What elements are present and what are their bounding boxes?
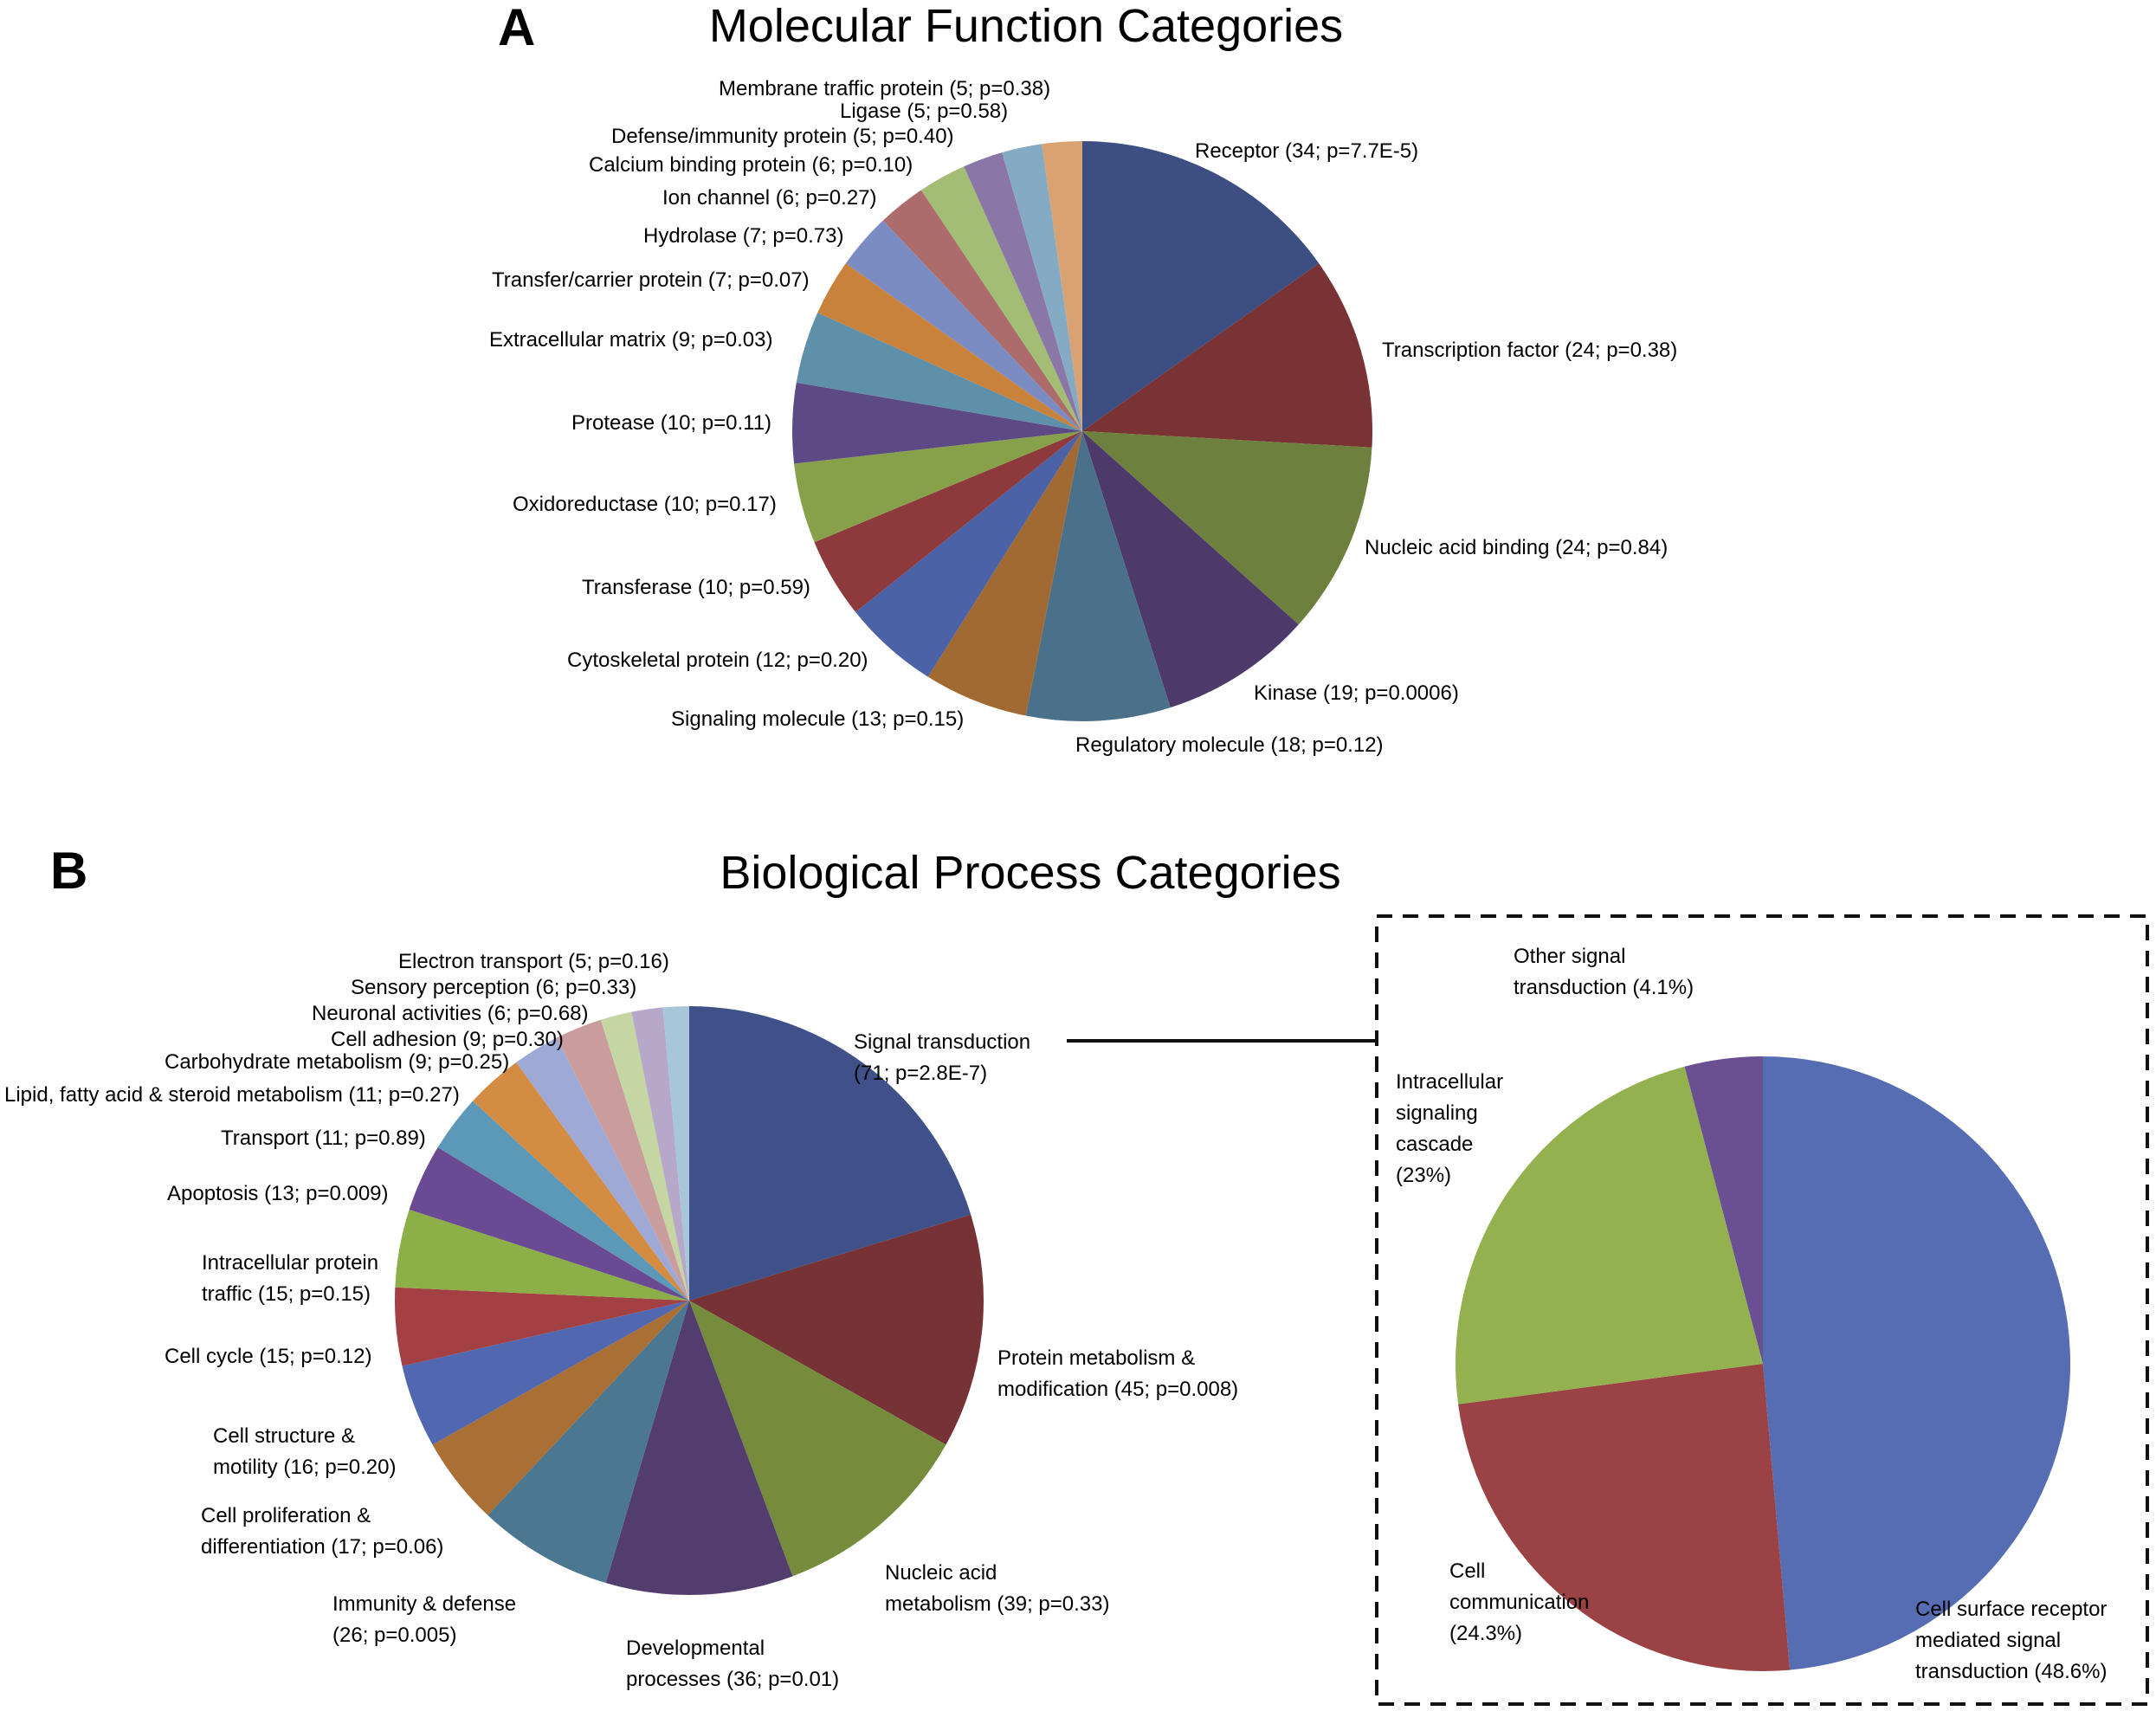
pie-slice-transcription-factor <box>1082 263 1372 448</box>
pie-slice-electron-transport <box>662 1006 689 1301</box>
slice-label-transfer-carrier-protein: Transfer/carrier protein (7; p=0.07) <box>492 268 810 292</box>
slice-label-developmental-processes: Developmental processes (36; p=0.01) <box>626 1637 839 1691</box>
slice-label-receptor: Receptor (34; p=7.7E-5) <box>1195 139 1418 163</box>
pie-slice-transferase <box>814 431 1082 612</box>
pie-slice-signaling-molecule <box>927 431 1082 716</box>
pie-slice-lipid-fatty-acid-steroid-metabolism <box>473 1062 689 1301</box>
pie-slice-cell-cycle <box>394 1287 689 1366</box>
slice-label-electron-transport: Electron transport (5; p=0.16) <box>398 950 669 973</box>
pie-slice-transfer-carrier-protein <box>817 263 1082 431</box>
pie-slice-oxidoreductase <box>794 431 1082 543</box>
slice-label-hydrolase: Hydrolase (7; p=0.73) <box>643 224 843 248</box>
pie-slice-cell-structure-motility <box>402 1301 689 1445</box>
pie-slice-calcium-binding-protein <box>920 166 1082 431</box>
pie-slice-other-signal-transduction <box>1684 1056 1763 1364</box>
slice-label-membrane-traffic-protein: Membrane traffic protein (5; p=0.38) <box>719 77 1050 100</box>
pie-slice-neuronal-activities <box>600 1011 689 1301</box>
slice-label-nucleic-acid-metabolism: Nucleic acid metabolism (39; p=0.33) <box>885 1561 1109 1616</box>
slice-label-neuronal-activities: Neuronal activities (6; p=0.68) <box>312 1002 589 1025</box>
pie-slice-defense-immunity-protein <box>964 152 1082 431</box>
pie-slice-signal-transduction <box>689 1006 971 1301</box>
pie-slice-nucleic-acid-binding <box>1082 431 1372 625</box>
slice-label-cell-cycle: Cell cycle (15; p=0.12) <box>165 1345 371 1368</box>
slice-label-sensory-perception: Sensory perception (6; p=0.33) <box>351 976 636 999</box>
slice-label-cytoskeletal-protein: Cytoskeletal protein (12; p=0.20) <box>567 649 868 672</box>
slice-label-carbohydrate-metabolism: Carbohydrate metabolism (9; p=0.25) <box>165 1050 509 1074</box>
panel-b-letter: B <box>50 842 87 900</box>
panel-a-letter: A <box>498 0 535 56</box>
pie-slice-receptor <box>1082 141 1320 431</box>
slice-label-oxidoreductase: Oxidoreductase (10; p=0.17) <box>513 493 777 516</box>
slice-label-cell-adhesion: Cell adhesion (9; p=0.30) <box>331 1028 564 1051</box>
panel-b-title: Biological Process Categories <box>720 847 1340 899</box>
pie-slice-regulatory-molecule <box>1025 431 1171 721</box>
pie-slice-intracellular-protein-traffic <box>395 1209 689 1301</box>
pie-slice-intracellular-signaling-cascade <box>1456 1066 1763 1404</box>
pie-slice-carbohydrate-metabolism <box>516 1037 689 1301</box>
slice-label-defense-immunity-protein: Defense/immunity protein (5; p=0.40) <box>611 125 954 148</box>
slice-label-signaling-molecule: Signaling molecule (13; p=0.15) <box>671 707 964 731</box>
pie-molecular-function-labels: Receptor (34; p=7.7E-5) Transcription fac… <box>489 77 1677 757</box>
slice-label-cell-surface-receptor-mediated-signal-transduction: Cell surface receptor mediated signal tran… <box>1915 1598 2107 1683</box>
slice-label-lipid-fatty-acid-steroid-metabolism: Lipid, fatty acid & steroid metabolism (… <box>4 1083 460 1107</box>
pie-slice-kinase <box>1082 431 1299 708</box>
pie-signal-transduction-breakdown <box>1456 1056 2071 1672</box>
pie-slice-cell-adhesion <box>557 1019 689 1301</box>
pie-slice-immunity-defense <box>487 1301 689 1584</box>
pie-slice-cytoskeletal-protein <box>855 431 1082 677</box>
pie-slice-protein-metabolism-modification <box>689 1214 984 1445</box>
slice-label-extracellular-matrix: Extracellular matrix (9; p=0.03) <box>489 328 772 352</box>
slice-label-regulatory-molecule: Regulatory molecule (18; p=0.12) <box>1075 733 1384 757</box>
slice-label-transferase: Transferase (10; p=0.59) <box>582 576 810 599</box>
pie-slice-protease <box>792 382 1082 464</box>
slice-label-apoptosis: Apoptosis (13; p=0.009) <box>167 1182 389 1205</box>
slice-label-kinase: Kinase (19; p=0.0006) <box>1254 681 1459 705</box>
pie-slice-developmental-processes <box>605 1301 793 1595</box>
pie-slice-cell-surface-receptor-mediated-signal-transduction <box>1763 1056 2071 1670</box>
slice-label-cell-communication: Cell communication (24.3%) <box>1449 1559 1589 1645</box>
pie-slice-membrane-traffic-protein <box>1042 141 1082 431</box>
pie-slice-ion-channel <box>882 190 1082 431</box>
slice-label-nucleic-acid-binding: Nucleic acid binding (24; p=0.84) <box>1365 536 1668 559</box>
slice-label-immunity-defense: Immunity & defense (26; p=0.005) <box>332 1592 516 1647</box>
pie-slice-cell-proliferation-differentiation <box>432 1301 689 1515</box>
slice-label-calcium-binding-protein: Calcium binding protein (6; p=0.10) <box>589 153 913 177</box>
slice-label-transport: Transport (11; p=0.89) <box>221 1127 426 1150</box>
slice-label-ligase: Ligase (5; p=0.58) <box>840 100 1008 123</box>
pie-slice-apoptosis <box>409 1147 689 1301</box>
pie-signal-transduction-breakdown-labels: Cell surface receptor mediated signal tran… <box>1396 945 2107 1683</box>
pie-biological-process <box>394 1006 984 1595</box>
pie-slice-extracellular-matrix <box>796 313 1082 431</box>
slice-label-intracellular-protein-traffic: Intracellular protein traffic (15; p=0.15… <box>202 1251 378 1306</box>
slice-label-intracellular-signaling-cascade: Intracellular signaling cascade (23%) <box>1396 1070 1503 1187</box>
pie-slice-sensory-perception <box>631 1007 689 1301</box>
pie-slice-cell-communication <box>1458 1364 1791 1672</box>
pie-slice-hydrolase <box>845 220 1082 431</box>
pie-slice-ligase <box>1002 144 1082 432</box>
slice-label-ion-channel: Ion channel (6; p=0.27) <box>662 186 877 210</box>
slice-label-other-signal-transduction: Other signal transduction (4.1%) <box>1514 945 1694 999</box>
pie-slice-transport <box>437 1101 689 1301</box>
pie-slice-nucleic-acid-metabolism <box>689 1301 946 1577</box>
pie-molecular-function <box>792 141 1372 721</box>
slice-label-transcription-factor: Transcription factor (24; p=0.38) <box>1382 339 1677 362</box>
slice-label-protein-metabolism-modification: Protein metabolism & modification (45; p=… <box>997 1346 1238 1401</box>
panel-a-title: Molecular Function Categories <box>709 0 1343 52</box>
slice-label-signal-transduction: Signal transduction (71; p=2.8E-7) <box>854 1030 1030 1085</box>
pie-biological-process-labels: Signal transduction (71; p=2.8E-7) Protein… <box>4 950 1238 1691</box>
slice-label-cell-structure-motility: Cell structure & motility (16; p=0.20) <box>213 1424 396 1479</box>
slice-label-cell-proliferation-differentiation: Cell proliferation & differentiation (17;… <box>201 1504 443 1559</box>
slice-label-protease: Protease (10; p=0.11) <box>571 411 771 435</box>
